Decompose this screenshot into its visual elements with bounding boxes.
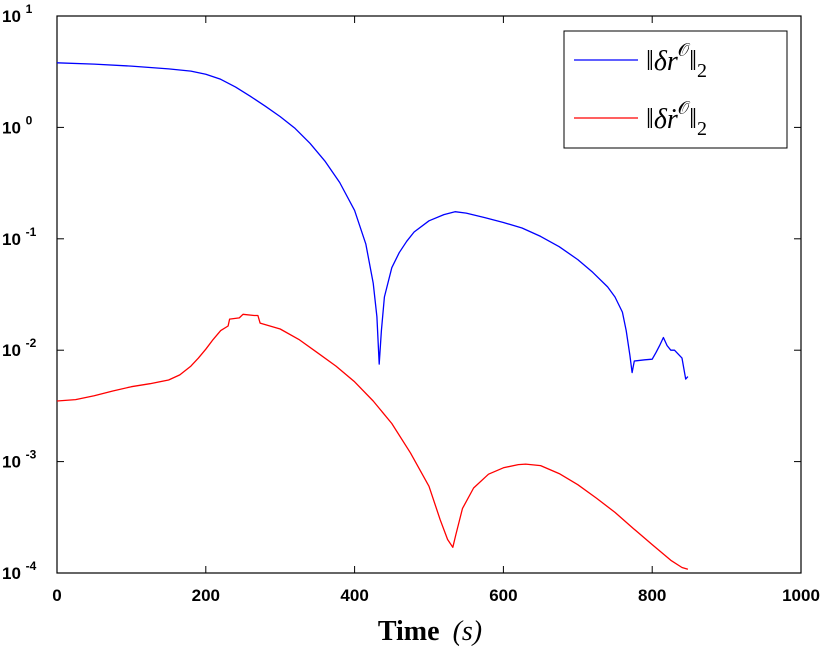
x-axis-title: Time (s) xyxy=(378,616,482,647)
y-tick-label: 10 -3 xyxy=(2,448,37,472)
y-tick-base: 10 xyxy=(2,564,26,583)
y-tick-label: 10 -2 xyxy=(2,336,37,360)
y-tick-base: 10 xyxy=(2,7,26,26)
y-tick-exponent: 0 xyxy=(26,113,33,127)
x-tick-label: 1000 xyxy=(782,586,820,605)
legend-box xyxy=(563,30,788,149)
legend-superscript: 𝒪 xyxy=(678,98,691,118)
x-tick-label: 200 xyxy=(192,586,220,605)
y-tick-label: 10 0 xyxy=(2,113,33,137)
y-tick-label: 10 1 xyxy=(2,2,33,26)
legend-glyph: ‖ xyxy=(689,46,697,77)
legend-superscript: 𝒪 xyxy=(678,40,691,60)
series-line-2 xyxy=(56,313,689,570)
y-tick-exponent: 1 xyxy=(26,2,33,16)
legend-glyph: δ xyxy=(654,104,668,135)
y-tick-base: 10 xyxy=(2,230,26,249)
y-tick-base: 10 xyxy=(2,341,26,360)
x-axis-title-close-paren: ) xyxy=(471,616,482,647)
legend-label-1: ‖δr𝒪‖2 xyxy=(646,40,707,82)
legend-subscript: 2 xyxy=(697,118,707,140)
legend: ‖δr𝒪‖2‖δṙ𝒪‖2 xyxy=(563,30,788,149)
legend-label-2: ‖δṙ𝒪‖2 xyxy=(646,98,707,140)
y-tick-exponent: -4 xyxy=(26,559,37,573)
legend-glyph: δ xyxy=(654,46,668,77)
legend-glyph: ‖ xyxy=(646,104,654,135)
x-axis-title-open-paren: ( xyxy=(453,616,464,647)
x-tick-label: 600 xyxy=(489,586,517,605)
x-tick-label: 0 xyxy=(52,586,61,605)
x-tick-label: 400 xyxy=(340,586,368,605)
x-axis-title-text: Time xyxy=(378,616,440,647)
y-tick-label: 10 -1 xyxy=(2,225,37,249)
x-axis-ticks: 0 200 400 600 800 1000 xyxy=(52,16,820,605)
y-tick-exponent: -3 xyxy=(26,448,37,462)
y-tick-base: 10 xyxy=(2,453,26,472)
legend-glyph: ‖ xyxy=(689,104,697,135)
y-axis-ticks: 10 110 010 -110 -210 -310 -4 xyxy=(2,2,801,583)
y-tick-exponent: -2 xyxy=(26,336,37,350)
x-tick-label: 800 xyxy=(638,586,666,605)
legend-glyph: ‖ xyxy=(646,46,654,77)
series-layer xyxy=(56,62,689,570)
legend-glyph: r xyxy=(667,46,678,77)
y-tick-base: 10 xyxy=(2,118,26,137)
y-tick-label: 10 -4 xyxy=(2,559,37,583)
x-axis-unit: s xyxy=(462,616,473,647)
legend-glyph: ṙ xyxy=(667,104,678,135)
y-tick-exponent: -1 xyxy=(26,225,37,239)
series-line-1 xyxy=(56,62,689,380)
legend-subscript: 2 xyxy=(697,60,707,82)
